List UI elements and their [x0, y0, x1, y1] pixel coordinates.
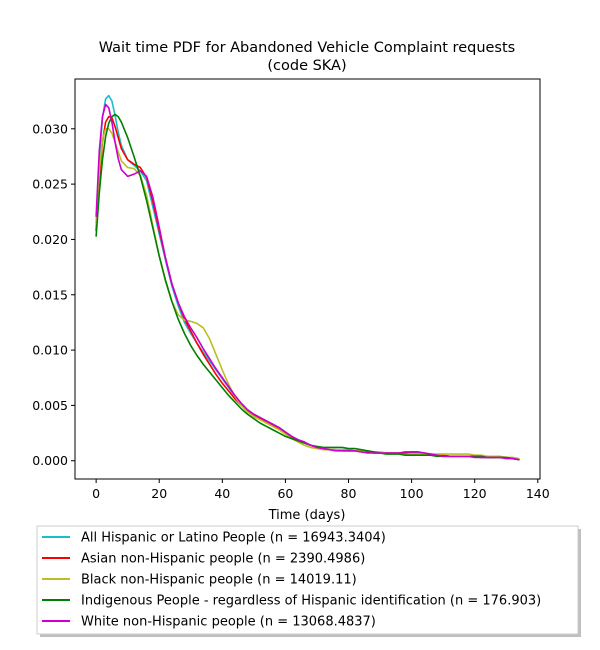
x-tick-label: 20: [151, 486, 167, 501]
y-axis-ticks: 0.000 0.005 0.010 0.015 0.020 0.025 0.030: [32, 121, 75, 468]
x-axis-label: Time (days): [268, 508, 346, 523]
legend: All Hispanic or Latino People (n = 16943…: [36, 525, 581, 637]
y-tick-label: 0.025: [32, 177, 68, 192]
legend-box: [36, 525, 579, 635]
plot-area: [74, 78, 541, 480]
chart-subtitle: (code SKA): [267, 58, 346, 74]
y-tick-label: 0.015: [32, 287, 68, 302]
x-tick-label: 40: [214, 486, 230, 501]
x-tick-label: 0: [92, 486, 100, 501]
legend-label-0: All Hispanic or Latino People (n = 16943…: [81, 531, 386, 546]
y-tick-label: 0.000: [32, 453, 68, 468]
chart-title: Wait time PDF for Abandoned Vehicle Comp…: [99, 40, 515, 56]
series-line-4: [95, 103, 520, 461]
series-lines: [95, 94, 520, 461]
x-tick-label: 80: [341, 486, 357, 501]
x-tick-label: 140: [526, 486, 550, 501]
x-tick-label: 60: [277, 486, 293, 501]
x-axis-ticks: 0 20 40 60 80 100 120 140: [92, 479, 550, 501]
y-tick-label: 0.005: [32, 398, 68, 413]
legend-label-4: White non-Hispanic people (n = 13068.483…: [81, 615, 376, 630]
y-tick-label: 0.010: [32, 343, 68, 358]
y-tick-label: 0.030: [32, 121, 68, 136]
legend-label-1: Asian non-Hispanic people (n = 2390.4986…: [81, 552, 365, 567]
y-tick-label: 0.020: [32, 232, 68, 247]
legend-label-2: Black non-Hispanic people (n = 14019.11): [81, 573, 357, 588]
plot-frame: [74, 78, 541, 480]
x-tick-label: 120: [463, 486, 487, 501]
x-tick-label: 100: [400, 486, 424, 501]
legend-label-3: Indigenous People - regardless of Hispan…: [81, 594, 541, 609]
